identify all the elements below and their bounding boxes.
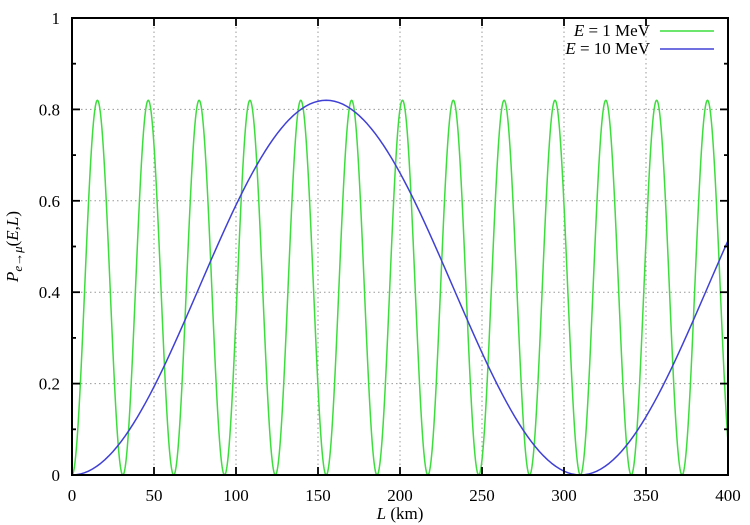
legend-label-variable: E [564,39,576,58]
y-tick-labels: 0 0.2 0.4 0.6 0.8 1 [39,9,61,485]
gridlines [71,17,729,476]
y-title-comma: , [3,226,22,230]
y-tick-label: 0 [52,466,61,485]
x-tick-label: 300 [551,486,577,505]
x-tick-label: 0 [68,486,77,505]
x-title-variable: L [376,504,386,523]
legend-label-variable: E [573,21,585,40]
x-tick-label: 100 [223,486,249,505]
y-tick-label: 0.6 [39,192,60,211]
legend-label-0: E = 1 MeV [573,21,651,40]
x-tick-label: 350 [633,486,659,505]
axis-ticks [71,17,729,476]
y-title-close-paren: ) [3,211,22,217]
y-title-open-paren: ( [3,240,22,246]
y-tick-label: 1 [52,9,61,28]
series-line-1 [71,99,729,476]
x-tick-label: 400 [715,486,741,505]
y-tick-label: 0.2 [39,375,60,394]
x-tick-label: 200 [387,486,413,505]
y-tick-label: 0.4 [39,283,61,302]
y-title-p: P [3,272,22,283]
y-title-e: E [3,230,22,242]
y-tick-label: 0.8 [39,100,60,119]
x-axis-title: L (km) [376,504,424,523]
legend-label-rest: = 1 MeV [584,21,650,40]
x-tick-label: 250 [469,486,495,505]
series-lines [71,99,729,476]
y-axis-title: Pe→μ(E,L) [3,211,25,283]
y-title-l: L [3,217,22,227]
x-tick-labels: 0 50 100 150 200 250 300 350 400 [68,486,741,505]
y-title-subscript: e→μ [10,246,25,272]
legend-label-rest: = 10 MeV [576,39,651,58]
x-title-units: (km) [386,504,423,523]
x-tick-label: 50 [146,486,163,505]
series-line-0 [71,99,729,476]
legend-label-1: E = 10 MeV [564,39,650,58]
x-tick-label: 150 [305,486,331,505]
